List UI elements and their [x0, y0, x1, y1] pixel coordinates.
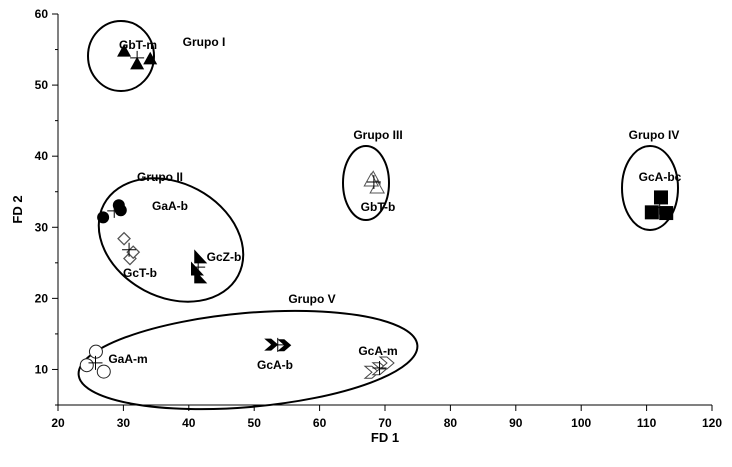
centroid-cross — [107, 203, 122, 218]
x-tick-label: 60 — [313, 416, 327, 430]
x-tick-label: 120 — [702, 416, 722, 430]
group-label: Grupo I — [183, 35, 226, 49]
series-label: GaA-b — [152, 199, 188, 213]
group-label: Grupo III — [353, 128, 402, 142]
centroid-cross — [366, 175, 381, 190]
series-label: GcA-bc — [639, 170, 682, 184]
centroid-cross — [652, 200, 667, 215]
series-label: GcA-m — [358, 344, 397, 358]
chevron-open-marker — [363, 365, 380, 379]
group-ellipse — [77, 309, 419, 411]
group-ellipse — [97, 177, 245, 303]
group-label: Grupo IV — [629, 128, 680, 142]
centroid-cross — [191, 260, 206, 275]
y-tick-label: 60 — [35, 7, 49, 21]
square-marker — [659, 206, 674, 221]
series-label: GcZ-b — [207, 250, 242, 264]
centroid-cross — [122, 242, 137, 257]
y-axis-label: FD 2 — [10, 195, 25, 223]
series-label: GbT-m — [119, 38, 157, 52]
y-tick-label: 30 — [35, 220, 49, 234]
square-marker — [653, 190, 668, 205]
x-tick-label: 40 — [182, 416, 196, 430]
x-tick-label: 100 — [571, 416, 591, 430]
centroid-cross — [130, 50, 145, 65]
group-label: Grupo V — [288, 292, 335, 306]
chevron-open-marker — [378, 356, 395, 370]
x-tick-label: 70 — [378, 416, 392, 430]
circle-open-marker — [96, 364, 111, 379]
circle-marker — [97, 211, 110, 224]
group-ellipse — [87, 20, 155, 92]
x-axis-label: FD 1 — [371, 430, 399, 445]
triangle-marker — [143, 51, 158, 65]
group-ellipse — [342, 145, 390, 221]
half-triangle-marker — [190, 261, 204, 276]
x-tick-label: 50 — [248, 416, 262, 430]
x-tick-label: 90 — [509, 416, 523, 430]
series-label: GcT-b — [123, 266, 157, 280]
circle-marker — [114, 204, 127, 217]
x-tick-label: 80 — [444, 416, 458, 430]
group-ellipse — [621, 145, 679, 231]
square-marker — [644, 205, 659, 220]
circle-open-marker — [79, 358, 94, 373]
triangle-marker — [117, 43, 132, 57]
half-triangle-marker — [194, 249, 208, 264]
half-triangle-marker — [194, 269, 208, 284]
centroid-cross — [372, 361, 387, 376]
y-tick-label: 40 — [35, 149, 49, 163]
x-tick-label: 110 — [637, 416, 657, 430]
x-tick-label: 20 — [51, 416, 65, 430]
group-label: Grupo II — [137, 170, 183, 184]
x-tick-label: 30 — [117, 416, 131, 430]
series-label: GcA-b — [257, 358, 293, 372]
triangle-open-marker — [363, 172, 380, 187]
centroid-cross — [270, 337, 285, 352]
diamond-marker — [117, 231, 131, 246]
centroid-cross — [88, 355, 103, 370]
series-label: GbT-b — [361, 200, 396, 214]
series-label: GaA-m — [108, 352, 147, 366]
y-tick-label: 50 — [35, 78, 49, 92]
y-tick-label: 20 — [35, 291, 49, 305]
y-tick-label: 10 — [35, 362, 49, 376]
